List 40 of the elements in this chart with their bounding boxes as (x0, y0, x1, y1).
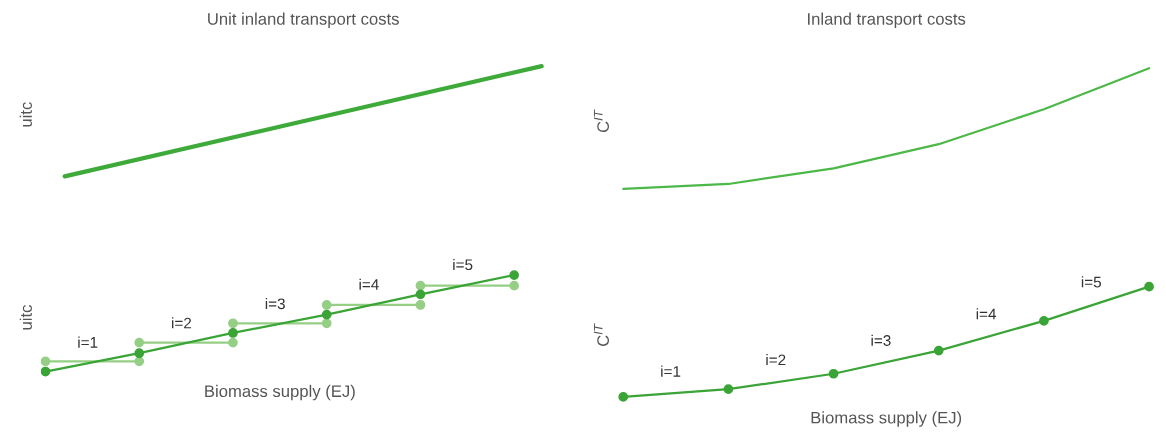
y-axis-title: uitc (19, 102, 32, 127)
point (933, 345, 944, 356)
point (509, 280, 519, 291)
text: i=5 (453, 258, 473, 271)
point (40, 366, 51, 377)
point (321, 309, 332, 320)
annotation: i=1 (78, 336, 98, 348)
x-axis-title: Biomass supply (EJ) (205, 384, 355, 401)
y-axis-title: uitc (19, 304, 32, 330)
point (134, 356, 145, 367)
chart-title: Unit inland transport costs (208, 12, 399, 29)
point (1039, 315, 1049, 326)
point (415, 289, 426, 300)
annotation: i=5 (1081, 276, 1101, 288)
point (828, 368, 839, 379)
point (134, 337, 145, 348)
x-axis-title: Biomass supply (EJ) (811, 411, 962, 427)
point (415, 300, 426, 310)
y-axis-title: C$^{IT}$ (593, 323, 610, 346)
annotation: i=4 (359, 278, 379, 290)
point (134, 348, 145, 359)
point (618, 392, 629, 402)
point (509, 270, 519, 280)
annotation: i=4 (976, 308, 997, 320)
y-axis-title: C$^{IT}$ (593, 109, 610, 133)
point (1144, 281, 1154, 292)
point (228, 328, 238, 338)
point (228, 318, 238, 329)
point (415, 280, 426, 291)
point (228, 337, 238, 348)
point (321, 318, 332, 329)
point (40, 356, 51, 367)
annotation: i=1 (661, 365, 681, 377)
annotation: i=3 (871, 334, 891, 346)
point (321, 300, 332, 310)
chart-title: Inland transport costs (808, 12, 966, 29)
annotation: i=3 (265, 297, 285, 310)
annotation: i=2 (766, 353, 786, 366)
point (723, 384, 734, 395)
annotation: i=2 (172, 317, 192, 329)
